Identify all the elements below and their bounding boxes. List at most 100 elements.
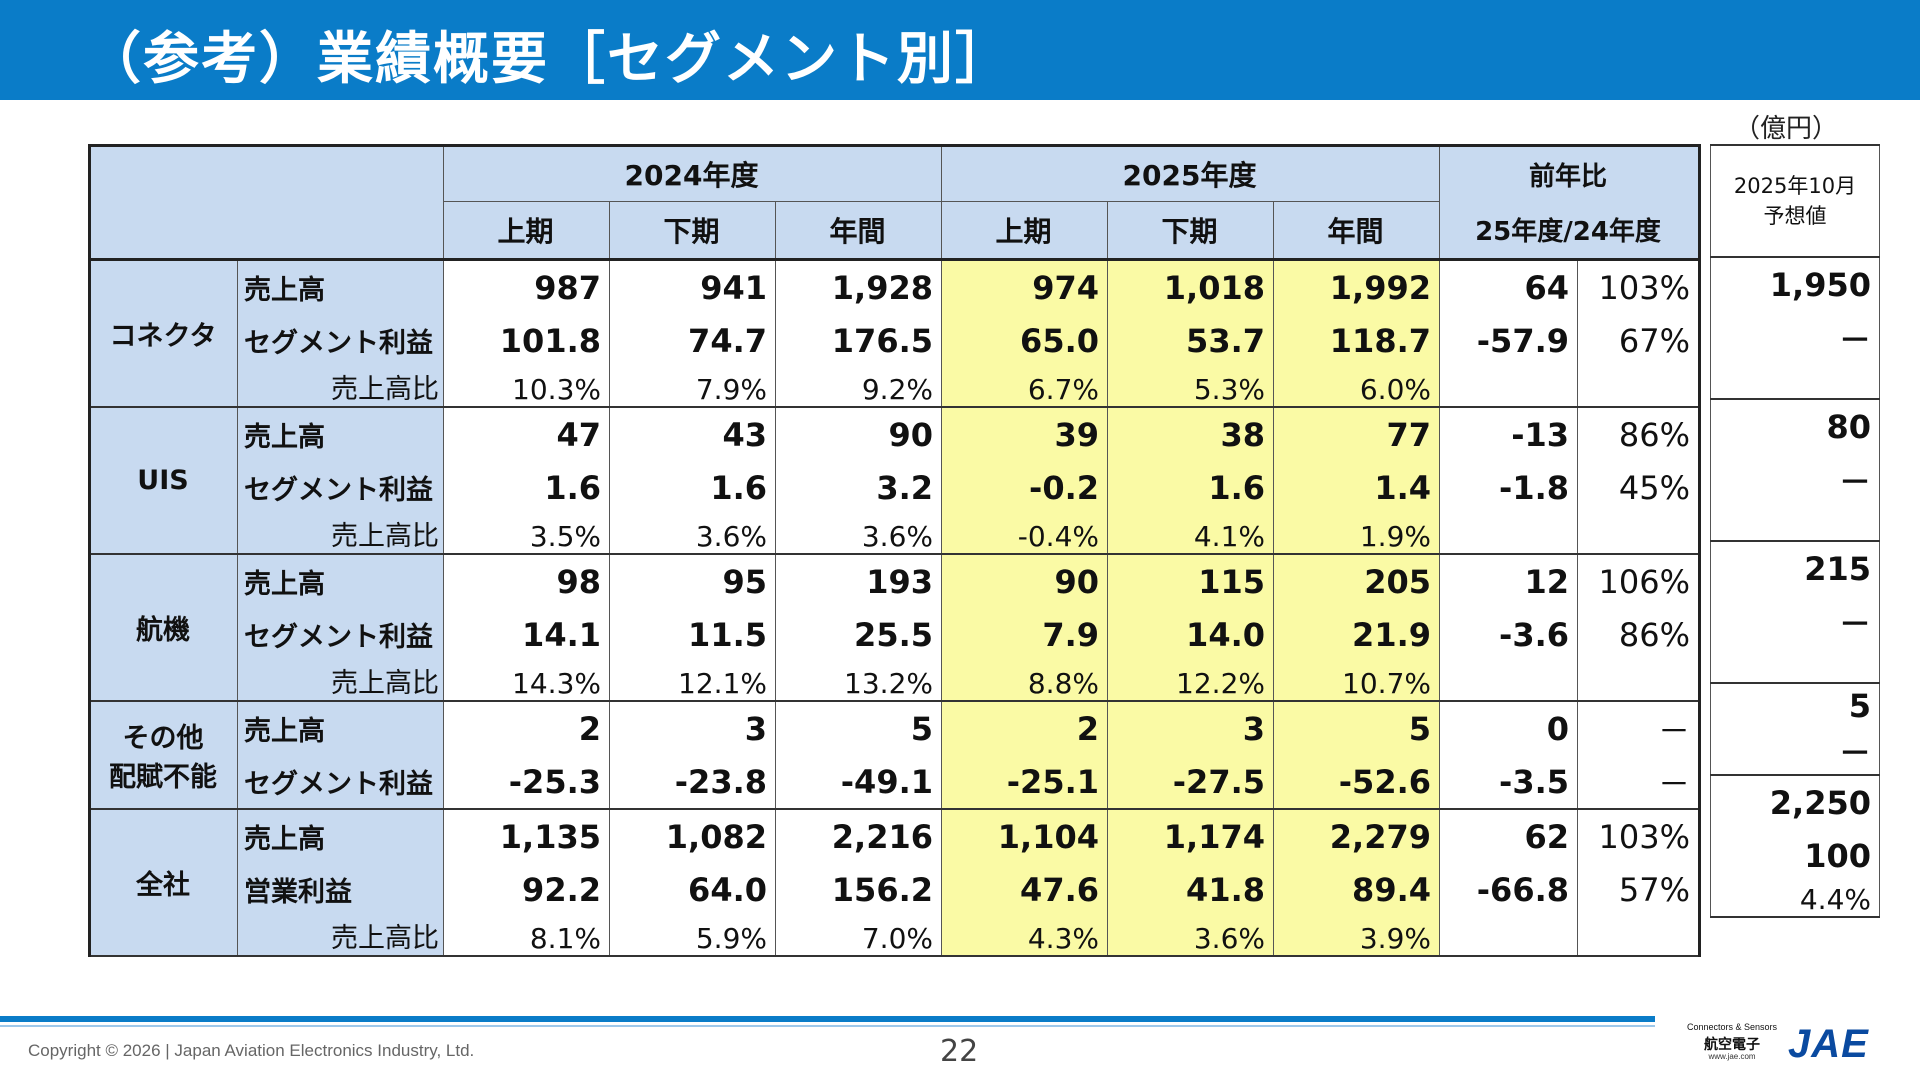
row-label: セグメント利益 <box>237 755 444 810</box>
copyright-text: Copyright © 2026 | Japan Aviation Electr… <box>28 1041 475 1060</box>
value-cell: -49.1 <box>775 755 942 810</box>
value-cell: 5 <box>1273 700 1440 755</box>
yoy-diff-cell: -13 <box>1439 406 1578 461</box>
value-cell: -27.5 <box>1107 755 1274 810</box>
value-cell: 5 <box>775 700 942 755</box>
value-cell: 205 <box>1273 553 1440 608</box>
value-cell: 6.7% <box>941 367 1108 408</box>
header-fy2025: 2025年度 <box>941 144 1440 202</box>
value-cell: 974 <box>941 258 1108 314</box>
row-label: 売上高比 <box>237 661 444 702</box>
yoy-pct-cell <box>1577 661 1701 702</box>
value-cell: 3.6% <box>775 514 942 555</box>
yoy-pct-cell: 86% <box>1577 406 1701 461</box>
value-cell: 92.2 <box>443 863 610 916</box>
jae-logo: Connectors & Sensors 航空電子 www.jae.com JA… <box>1680 1018 1905 1070</box>
value-cell: 176.5 <box>775 314 942 367</box>
forecast-cell <box>1710 506 1880 542</box>
yoy-pct-cell: 67% <box>1577 314 1701 367</box>
value-cell: 987 <box>443 258 610 314</box>
value-cell: 2 <box>941 700 1108 755</box>
value-cell: 8.8% <box>941 661 1108 702</box>
page-title: （参考）業績概要［セグメント別］ <box>85 27 1013 92</box>
yoy-diff-cell: -3.6 <box>1439 608 1578 661</box>
value-cell: 5.9% <box>609 916 776 957</box>
value-cell: -52.6 <box>1273 755 1440 810</box>
yoy-pct-cell: 86% <box>1577 608 1701 661</box>
value-cell: 13.2% <box>775 661 942 702</box>
value-cell: 90 <box>941 553 1108 608</box>
yoy-diff-cell: 0 <box>1439 700 1578 755</box>
value-cell: 3 <box>1107 700 1274 755</box>
row-label: セグメント利益 <box>237 314 444 367</box>
segment-name: コネクタ <box>88 258 238 408</box>
forecast-cell: － <box>1710 311 1880 364</box>
header-2024-h1: 上期 <box>443 201 610 261</box>
header-corner <box>88 144 444 261</box>
value-cell: 12.2% <box>1107 661 1274 702</box>
value-cell: 7.9 <box>941 608 1108 661</box>
forecast-cell: 4.4% <box>1710 882 1880 918</box>
header-2024-h2: 下期 <box>609 201 776 261</box>
value-cell: 9.2% <box>775 367 942 408</box>
row-label: 売上高比 <box>237 514 444 555</box>
yoy-diff-cell: -1.8 <box>1439 461 1578 514</box>
value-cell: 7.9% <box>609 367 776 408</box>
segment-name-line1: その他 <box>122 723 204 754</box>
value-cell: 38 <box>1107 406 1274 461</box>
value-cell: 1,082 <box>609 808 776 863</box>
value-cell: 941 <box>609 258 776 314</box>
value-cell: 2 <box>443 700 610 755</box>
segment-name: その他 配賦不能 <box>88 700 238 810</box>
yoy-pct-cell: － <box>1577 755 1701 810</box>
yoy-pct-cell <box>1577 916 1701 957</box>
value-cell: 47.6 <box>941 863 1108 916</box>
forecast-cell: － <box>1710 595 1880 648</box>
value-cell: 21.9 <box>1273 608 1440 661</box>
value-cell: 98 <box>443 553 610 608</box>
value-cell: 74.7 <box>609 314 776 367</box>
value-cell: 156.2 <box>775 863 942 916</box>
forecast-header-line2: 予想値 <box>1763 204 1827 228</box>
yoy-diff-cell: -57.9 <box>1439 314 1578 367</box>
value-cell: 14.1 <box>443 608 610 661</box>
value-cell: 25.5 <box>775 608 942 661</box>
row-label: 売上高 <box>237 553 444 608</box>
value-cell: 39 <box>941 406 1108 461</box>
header-2025-h2: 下期 <box>1107 201 1274 261</box>
value-cell: 11.5 <box>609 608 776 661</box>
value-cell: 7.0% <box>775 916 942 957</box>
yoy-diff-cell <box>1439 916 1578 957</box>
logo-tagline: Connectors & Sensors <box>1686 1022 1778 1032</box>
row-label: 売上高 <box>237 406 444 461</box>
value-cell: 1,104 <box>941 808 1108 863</box>
value-cell: 1.6 <box>609 461 776 514</box>
row-label: 売上高 <box>237 700 444 755</box>
value-cell: 3.6% <box>1107 916 1274 957</box>
logo-brand: JAE <box>1788 1022 1869 1066</box>
value-cell: 1.6 <box>1107 461 1274 514</box>
yoy-pct-cell <box>1577 367 1701 408</box>
value-cell: 77 <box>1273 406 1440 461</box>
forecast-cell: 100 <box>1710 829 1880 882</box>
forecast-cell <box>1710 648 1880 684</box>
value-cell: 8.1% <box>443 916 610 957</box>
unit-label: （億円） <box>1734 114 1839 144</box>
row-label: セグメント利益 <box>237 608 444 661</box>
segment-name-line2: 配賦不能 <box>109 762 217 793</box>
yoy-diff-cell <box>1439 367 1578 408</box>
row-label: 売上高比 <box>237 367 444 408</box>
value-cell: 12.1% <box>609 661 776 702</box>
value-cell: 1,174 <box>1107 808 1274 863</box>
segment-name: 航機 <box>88 553 238 702</box>
value-cell: 90 <box>775 406 942 461</box>
value-cell: -0.2 <box>941 461 1108 514</box>
value-cell: 1,018 <box>1107 258 1274 314</box>
value-cell: -25.3 <box>443 755 610 810</box>
header-yoy: 前年比 <box>1439 144 1701 202</box>
logo-jp: 航空電子 <box>1704 1037 1760 1053</box>
forecast-cell <box>1710 364 1880 400</box>
value-cell: 1,928 <box>775 258 942 314</box>
value-cell: 5.3% <box>1107 367 1274 408</box>
yoy-pct-cell: 103% <box>1577 258 1701 314</box>
